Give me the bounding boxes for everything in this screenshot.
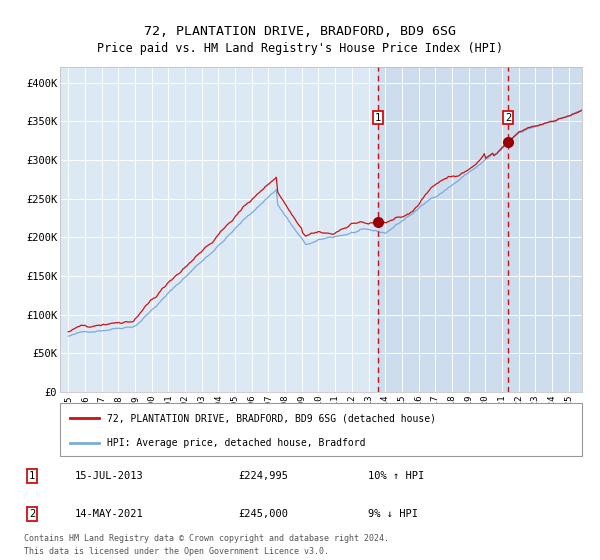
Text: 14-MAY-2021: 14-MAY-2021 (74, 508, 143, 519)
Text: 10% ↑ HPI: 10% ↑ HPI (368, 471, 424, 481)
Text: 2: 2 (505, 113, 511, 123)
Text: Price paid vs. HM Land Registry's House Price Index (HPI): Price paid vs. HM Land Registry's House … (97, 42, 503, 55)
Text: 9% ↓ HPI: 9% ↓ HPI (368, 508, 418, 519)
Text: 72, PLANTATION DRIVE, BRADFORD, BD9 6SG (detached house): 72, PLANTATION DRIVE, BRADFORD, BD9 6SG … (107, 413, 436, 423)
Text: 1: 1 (374, 113, 380, 123)
Text: Contains HM Land Registry data © Crown copyright and database right 2024.: Contains HM Land Registry data © Crown c… (24, 534, 389, 543)
Text: HPI: Average price, detached house, Bradford: HPI: Average price, detached house, Brad… (107, 438, 365, 448)
Text: 15-JUL-2013: 15-JUL-2013 (74, 471, 143, 481)
Bar (377, 67, 582, 392)
Text: £245,000: £245,000 (238, 508, 288, 519)
Text: 72, PLANTATION DRIVE, BRADFORD, BD9 6SG: 72, PLANTATION DRIVE, BRADFORD, BD9 6SG (144, 25, 456, 38)
Text: 1: 1 (29, 471, 35, 481)
Text: This data is licensed under the Open Government Licence v3.0.: This data is licensed under the Open Gov… (24, 547, 329, 556)
Text: £224,995: £224,995 (238, 471, 288, 481)
Text: 2: 2 (29, 508, 35, 519)
